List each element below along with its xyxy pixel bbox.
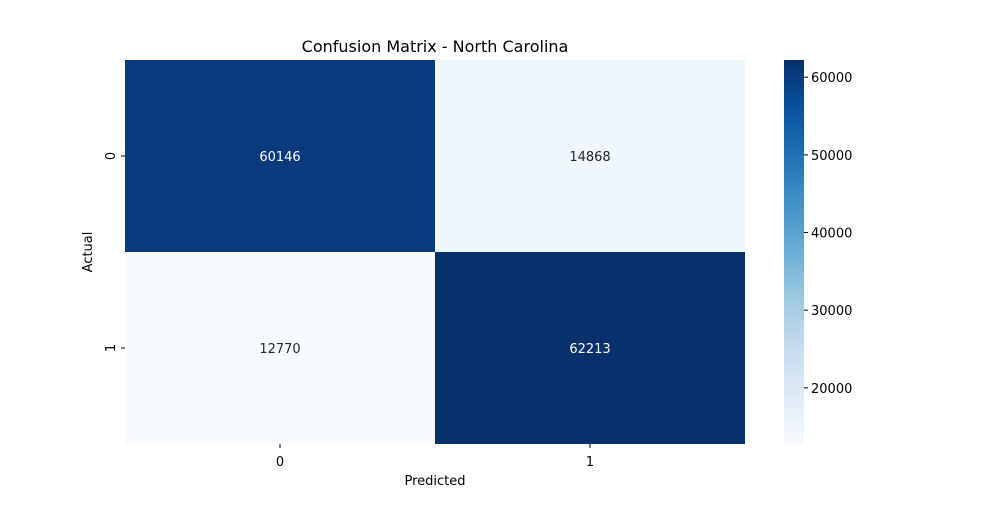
heatmap-cell-1-1: [435, 252, 745, 444]
y-tick-label: 0: [104, 152, 119, 160]
x-tick-label: 1: [586, 455, 594, 470]
cell-value-label-1-1: 62213: [569, 342, 610, 357]
colorbar-tick-label: 40000: [811, 227, 852, 242]
colorbar: [784, 60, 804, 444]
colorbar-tick-label: 50000: [811, 149, 852, 164]
heatmap-cell-0-0: [125, 60, 435, 252]
heatmap-cell-1-0: [125, 252, 435, 444]
cell-value-label-0-1: 14868: [569, 150, 610, 165]
heatmap-cell-0-1: [435, 60, 745, 252]
colorbar-tick-label: 20000: [811, 382, 852, 397]
y-tick-label: 1: [104, 344, 119, 352]
x-tick-label: 0: [276, 455, 284, 470]
colorbar-tick-label: 60000: [811, 71, 852, 86]
colorbar-tick-label: 30000: [811, 304, 852, 319]
y-axis-label: Actual: [81, 232, 96, 273]
chart-title: Confusion Matrix - North Carolina: [302, 37, 569, 56]
x-axis-label: Predicted: [404, 474, 465, 489]
cell-value-label-0-0: 60146: [259, 150, 300, 165]
cell-value-label-1-0: 12770: [259, 342, 300, 357]
